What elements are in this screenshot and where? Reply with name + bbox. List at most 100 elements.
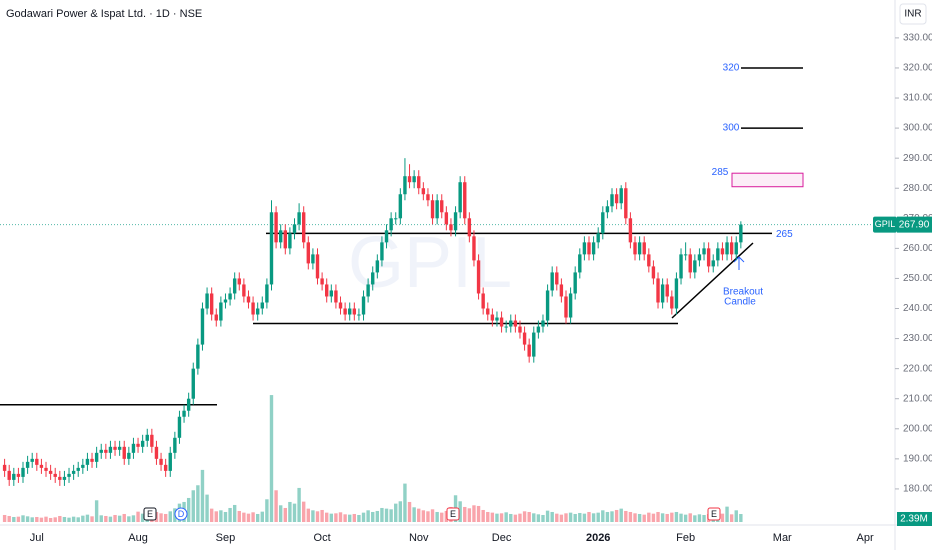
volume-bar — [522, 511, 527, 522]
candle-body — [163, 464, 168, 471]
volume-bar — [269, 395, 274, 522]
candle-body — [269, 212, 274, 285]
volume-bar — [518, 513, 522, 522]
volume-bar — [191, 490, 195, 522]
volume-bar — [62, 516, 67, 522]
candle-body — [656, 278, 660, 303]
price-tag-label: 267.90 — [899, 219, 930, 230]
candle-body — [398, 194, 403, 219]
volume-bar — [656, 511, 660, 522]
y-tick-label: 310.00 — [903, 93, 932, 104]
volume-bar — [647, 512, 651, 522]
volume-bar — [495, 513, 499, 522]
volume-bar — [532, 513, 536, 522]
candle-body — [39, 464, 44, 468]
volume-bar — [688, 513, 692, 522]
candle-body — [209, 293, 214, 315]
candle-body — [421, 188, 426, 195]
candle-body — [734, 242, 738, 255]
candle-body — [30, 458, 34, 462]
chart-title[interactable]: Godawari Power & Ispat Ltd. · 1D · NSE — [6, 8, 202, 20]
volume-bar — [219, 510, 223, 522]
volume-bar — [380, 507, 384, 522]
candle-body — [739, 224, 743, 243]
candle-body — [53, 473, 57, 477]
volume-bar — [444, 510, 449, 522]
event-label: D — [178, 509, 185, 519]
volume-bar — [90, 516, 94, 522]
volume-bar — [398, 501, 403, 522]
candle-body — [283, 230, 287, 249]
annotation-arrow — [733, 256, 745, 270]
candle-body — [265, 284, 269, 303]
candle-body — [670, 296, 674, 309]
y-tick-label: 260.00 — [903, 243, 932, 254]
currency[interactable]: INR — [904, 9, 921, 20]
candle-body — [642, 242, 646, 255]
volume-bar — [670, 512, 674, 522]
candle-body — [35, 458, 39, 465]
candle-body — [394, 218, 398, 220]
candle-body — [214, 314, 218, 321]
x-tick-label: Mar — [773, 532, 792, 544]
volume-bar — [421, 510, 426, 522]
candle-body — [16, 473, 21, 477]
candle-body — [173, 437, 177, 453]
volume-bar — [352, 513, 357, 522]
candle-body — [196, 344, 200, 369]
volume-bar — [679, 513, 683, 522]
volume-bar — [407, 501, 412, 522]
candle-body — [21, 467, 25, 477]
candle-body — [453, 212, 458, 231]
currency-box[interactable] — [899, 3, 927, 25]
candle-body — [536, 326, 541, 333]
candle-body — [191, 368, 195, 399]
volume-bar — [274, 490, 278, 522]
volume-bar — [127, 516, 131, 522]
candle-body — [403, 176, 407, 195]
x-tick-label: 2026 — [586, 532, 610, 544]
candle-body — [426, 194, 430, 201]
y-tick-label: 220.00 — [903, 363, 932, 374]
volume-bar — [205, 494, 209, 522]
volume-bar — [67, 517, 71, 522]
candle-body — [725, 242, 729, 255]
candle-body — [499, 317, 504, 327]
volume-bar — [651, 513, 656, 522]
volume-bar — [486, 511, 490, 522]
candle-body — [486, 308, 490, 315]
candle-body — [288, 233, 292, 249]
candle-body — [449, 224, 453, 231]
volume-bar — [513, 514, 518, 522]
candle-body — [587, 242, 591, 255]
volume-bar — [628, 511, 633, 522]
volume-tag — [897, 512, 932, 526]
y-tick-label: 250.00 — [903, 273, 932, 284]
volume-bar — [25, 516, 30, 522]
y-tick-label: 190.00 — [903, 453, 932, 464]
candle-body — [219, 302, 223, 321]
candle-body — [260, 302, 264, 309]
volume-bar — [16, 516, 21, 522]
candle-body — [145, 434, 149, 441]
candle-body — [297, 212, 301, 225]
candle-body — [274, 212, 278, 243]
volume-bar — [186, 497, 191, 522]
candle-body — [619, 188, 623, 204]
volume-bar — [2, 514, 7, 522]
volume-bar — [394, 503, 398, 522]
price-tag — [897, 216, 932, 233]
candle-body — [2, 464, 7, 471]
volume-bar — [702, 514, 706, 522]
volume-bar — [403, 483, 407, 522]
candle-body — [361, 296, 366, 315]
volume-bar — [559, 514, 564, 522]
candle-body — [357, 314, 361, 316]
candle-body — [99, 449, 103, 453]
volume-bar — [426, 511, 430, 522]
volume-bar — [113, 514, 117, 522]
candle-body — [490, 314, 495, 321]
volume-bar — [371, 511, 375, 522]
volume-bar — [734, 510, 738, 522]
volume-bar — [159, 513, 163, 522]
